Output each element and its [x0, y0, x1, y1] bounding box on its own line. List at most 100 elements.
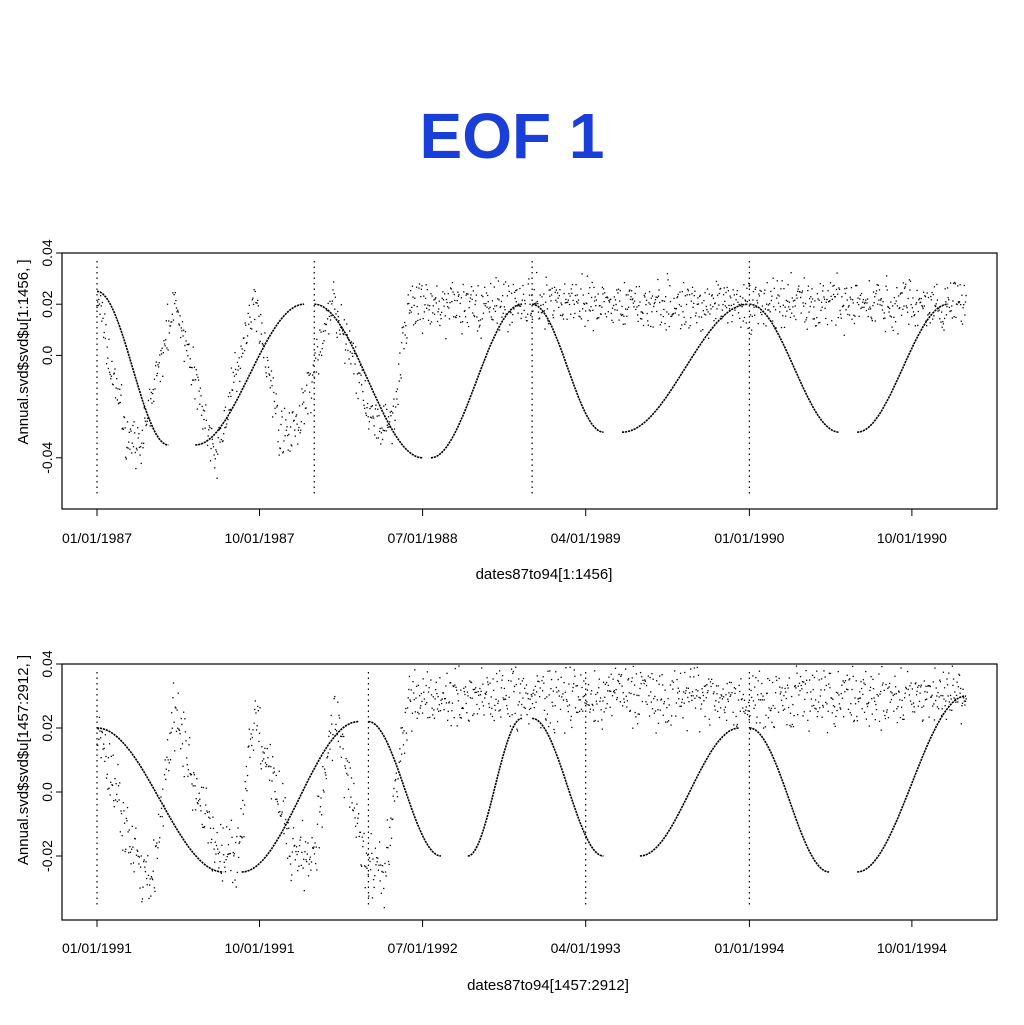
data-point — [805, 319, 807, 321]
data-point — [264, 762, 267, 764]
data-point — [387, 860, 390, 863]
data-point — [922, 307, 924, 310]
data-point — [908, 694, 911, 696]
data-point — [729, 295, 731, 297]
data-point — [710, 685, 712, 688]
data-point — [942, 323, 945, 325]
data-point — [673, 307, 676, 309]
data-point — [279, 447, 282, 450]
data-point — [352, 810, 354, 812]
data-point — [744, 299, 746, 301]
data-point — [633, 684, 636, 686]
data-point — [120, 384, 123, 386]
data-point — [963, 697, 965, 699]
data-point — [233, 375, 236, 377]
data-point — [683, 316, 685, 318]
data-point — [607, 297, 609, 299]
data-point — [530, 312, 532, 315]
data-point — [353, 782, 355, 785]
data-point — [822, 290, 824, 292]
data-point — [340, 304, 342, 306]
y-tick-label: 0.02 — [39, 290, 55, 317]
data-point — [248, 304, 251, 307]
data-point — [221, 440, 224, 443]
data-point — [822, 706, 824, 708]
data-point — [337, 701, 339, 703]
data-point — [274, 798, 277, 801]
data-point — [919, 692, 921, 694]
data-point — [466, 691, 469, 693]
data-point — [508, 696, 510, 698]
data-point — [779, 686, 781, 688]
data-point — [865, 670, 867, 673]
data-point — [203, 410, 206, 412]
data-point — [773, 306, 775, 308]
data-point — [874, 296, 876, 298]
data-point — [930, 299, 933, 301]
data-point — [613, 304, 615, 307]
data-point — [843, 334, 845, 336]
data-point — [929, 685, 931, 688]
data-point — [868, 725, 870, 727]
data-point — [883, 317, 885, 320]
data-point — [130, 430, 132, 432]
data-point — [476, 713, 479, 715]
data-point — [881, 684, 884, 686]
data-point — [151, 392, 154, 395]
data-point — [942, 695, 944, 697]
data-point — [212, 816, 214, 818]
data-point — [895, 693, 897, 695]
data-point — [250, 321, 252, 323]
fit-curve-segment — [195, 303, 305, 446]
data-point — [180, 336, 182, 339]
data-point — [718, 304, 720, 306]
data-point — [725, 306, 728, 309]
data-point — [153, 887, 156, 889]
data-point — [122, 849, 124, 851]
data-point — [903, 287, 906, 289]
fit-curve-segment — [639, 727, 740, 857]
data-point — [254, 708, 256, 711]
data-point — [926, 698, 928, 700]
data-point — [110, 755, 113, 758]
data-point — [598, 678, 601, 680]
data-point — [872, 688, 875, 690]
data-point — [295, 846, 298, 848]
data-point — [348, 761, 350, 764]
data-point — [866, 705, 869, 708]
data-point — [158, 841, 160, 843]
data-point — [239, 835, 242, 837]
data-point — [728, 692, 730, 694]
data-point — [175, 707, 177, 709]
data-point — [895, 300, 897, 302]
data-point — [366, 402, 369, 405]
data-point — [611, 319, 613, 321]
data-point — [546, 696, 548, 698]
data-point — [891, 326, 893, 328]
data-point — [570, 715, 572, 718]
data-point — [487, 294, 489, 297]
data-point — [912, 711, 914, 713]
data-point — [444, 697, 446, 700]
data-point — [409, 700, 412, 703]
data-point — [218, 851, 221, 853]
data-point — [527, 283, 529, 285]
data-point — [464, 309, 466, 312]
data-point — [498, 710, 500, 712]
data-point — [949, 694, 952, 697]
data-point — [663, 300, 666, 302]
data-point — [318, 354, 320, 356]
data-point — [458, 294, 460, 296]
data-point — [319, 811, 321, 813]
data-point — [234, 352, 236, 354]
data-point — [963, 700, 965, 702]
data-point — [740, 303, 743, 305]
data-point — [595, 700, 598, 702]
data-point — [651, 672, 653, 675]
data-point — [935, 687, 937, 689]
data-point — [608, 300, 610, 302]
data-point — [714, 709, 716, 711]
data-point — [571, 726, 573, 729]
data-point — [598, 317, 600, 319]
data-point — [115, 783, 117, 785]
